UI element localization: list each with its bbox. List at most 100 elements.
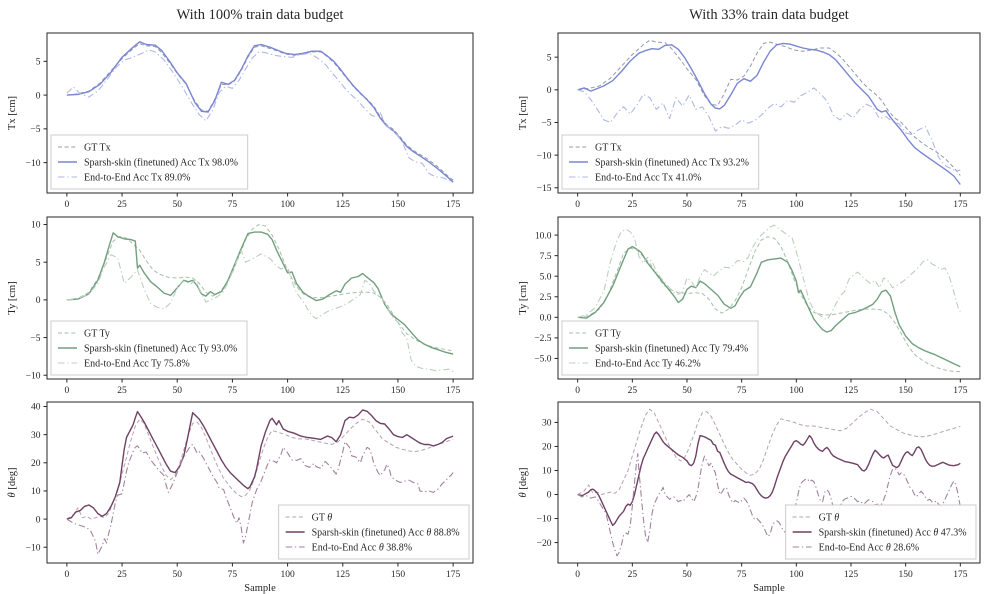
y-axis-label: θ [deg]: [7, 468, 18, 498]
y-tick-label: −2.5: [534, 334, 551, 344]
y-tick-label: −5: [30, 125, 40, 135]
x-axis-label: Sample: [753, 583, 785, 594]
y-tick-label: −10: [26, 543, 41, 553]
y-axis-label: Tx [cm]: [518, 96, 529, 130]
y-tick-label: 0: [547, 86, 552, 96]
y-tick-label: 0: [36, 296, 41, 306]
x-tick-label: 25: [117, 386, 127, 396]
y-axis-label: Tx [cm]: [7, 96, 18, 130]
y-tick-label: 10: [542, 467, 552, 477]
x-tick-label: 150: [391, 570, 406, 580]
x-tick-label: 150: [899, 570, 914, 580]
x-tick-label: 25: [117, 200, 127, 210]
legend-box: [785, 504, 977, 560]
y-axis-label: Ty [cm]: [7, 281, 18, 314]
x-tick-label: 100: [280, 570, 295, 580]
series-line-sparsh-skin: [577, 431, 961, 526]
y-tick-label: −5: [30, 334, 40, 344]
chart-svg: 0 25 50 75 100 125 150 175 10.0 7.5 5.0 2.5 0.0 −2.5 −…: [518, 216, 981, 396]
legend-label: End-to-End Acc Tx 41.0%: [595, 172, 701, 183]
y-tick-label: 0.0: [540, 314, 552, 324]
plot-title: With 33% train data budget: [689, 7, 849, 23]
series-line-end-to-end: [577, 453, 961, 557]
y-tick-label: 5: [36, 58, 41, 68]
y-tick-label: 0: [547, 491, 552, 501]
legend-label: Sparsh-skin (finetuned) Acc θ 47.3%: [819, 527, 967, 538]
x-tick-label: 75: [228, 570, 238, 580]
x-tick-label: 150: [391, 200, 406, 210]
x-tick-label: 50: [172, 570, 182, 580]
y-tick-label: 20: [542, 443, 552, 453]
x-tick-label: 75: [737, 570, 747, 580]
x-tick-label: 125: [336, 386, 351, 396]
x-tick-label: 125: [844, 570, 859, 580]
y-tick-label: 30: [31, 431, 41, 441]
legend-label: GT Ty: [84, 328, 110, 339]
legend-label: End-to-End Acc Ty 75.8%: [84, 358, 190, 369]
series-line-sparsh-skin: [66, 41, 454, 183]
x-tick-label: 100: [789, 570, 804, 580]
subplot-theta-100pct: 0 25 50 75 100 125 150 175 40 30 20 10 0 −10 θ [deg] Sa…: [0, 398, 496, 594]
y-tick-label: 0: [36, 515, 41, 525]
y-tick-label: 20: [31, 459, 41, 469]
x-tick-label: 100: [280, 200, 295, 210]
x-tick-label: 125: [336, 200, 351, 210]
x-tick-label: 150: [899, 386, 914, 396]
y-tick-label: −10: [537, 515, 552, 525]
x-tick-label: 50: [172, 200, 182, 210]
y-tick-label: 40: [31, 403, 41, 413]
plot-title: With 100% train data budget: [177, 7, 344, 23]
series-line-end-to-end: [577, 224, 961, 321]
x-tick-label: 175: [446, 200, 461, 210]
y-axis-label: Ty [cm]: [518, 281, 529, 314]
subplot-tx-100pct: 0 25 50 75 100 125 150 175 5 0 −5 −10 With 100% trai…: [0, 0, 496, 212]
series-line-ground-truth: [66, 224, 454, 352]
legend-box: [561, 320, 759, 376]
x-tick-label: 0: [64, 200, 69, 210]
subplot-tx-33pct: 0 25 50 75 100 125 150 175 5 0 −5 −10 −15 With 33% tr…: [496, 0, 992, 212]
y-tick-label: −5.0: [534, 355, 551, 365]
y-tick-label: 0: [36, 91, 41, 101]
legend-box: [50, 320, 248, 376]
x-tick-label: 0: [575, 386, 580, 396]
series-line-end-to-end: [66, 49, 454, 183]
axes-frame: [557, 32, 981, 194]
y-tick-label: 2.5: [540, 293, 552, 303]
series-line-ground-truth: [66, 418, 454, 520]
legend-box: [278, 504, 470, 560]
legend-label: Sparsh-skin (finetuned) Acc Tx 98.0%: [84, 157, 238, 168]
series-line-sparsh-skin: [66, 409, 454, 520]
y-tick-label: −10: [26, 371, 41, 381]
y-tick-label: 10: [31, 221, 41, 231]
legend-label: GT θ: [312, 512, 333, 523]
legend-label: End-to-End Acc θ 28.6%: [819, 542, 919, 553]
series-line-end-to-end: [66, 249, 454, 372]
x-tick-label: 50: [682, 200, 692, 210]
x-tick-label: 150: [899, 200, 914, 210]
x-tick-label: 50: [172, 386, 182, 396]
legend-label: Sparsh-skin (finetuned) Acc θ 88.8%: [312, 527, 460, 538]
y-tick-label: 10.0: [535, 231, 552, 241]
legend-box: [561, 134, 760, 190]
axes-frame: [46, 401, 474, 564]
legend-label: GT θ: [819, 512, 840, 523]
x-tick-label: 75: [228, 386, 238, 396]
x-tick-label: 125: [844, 386, 859, 396]
x-tick-label: 0: [64, 386, 69, 396]
x-tick-label: 0: [64, 570, 69, 580]
x-tick-label: 150: [391, 386, 406, 396]
y-tick-label: 30: [542, 419, 552, 429]
x-tick-label: 25: [628, 570, 638, 580]
series-line-ground-truth: [577, 236, 961, 373]
series-line-sparsh-skin: [577, 245, 961, 368]
x-tick-label: 100: [280, 386, 295, 396]
x-tick-label: 100: [789, 386, 804, 396]
x-tick-label: 75: [737, 200, 747, 210]
legend-label: Sparsh-skin (finetuned) Acc Tx 93.2%: [595, 157, 749, 168]
x-tick-label: 100: [789, 200, 804, 210]
subplot-ty-100pct: 0 25 50 75 100 125 150 175 10 5 0 −5 −10 Ty [cm] GT Ty…: [0, 212, 496, 398]
subplot-ty-33pct: 0 25 50 75 100 125 150 175 10.0 7.5 5.0 2.5 0.0 −2.5 −…: [496, 212, 992, 398]
y-tick-label: −10: [537, 151, 552, 161]
series-line-end-to-end: [66, 441, 454, 555]
legend-label: Sparsh-skin (finetuned) Acc Ty 79.4%: [595, 343, 748, 354]
